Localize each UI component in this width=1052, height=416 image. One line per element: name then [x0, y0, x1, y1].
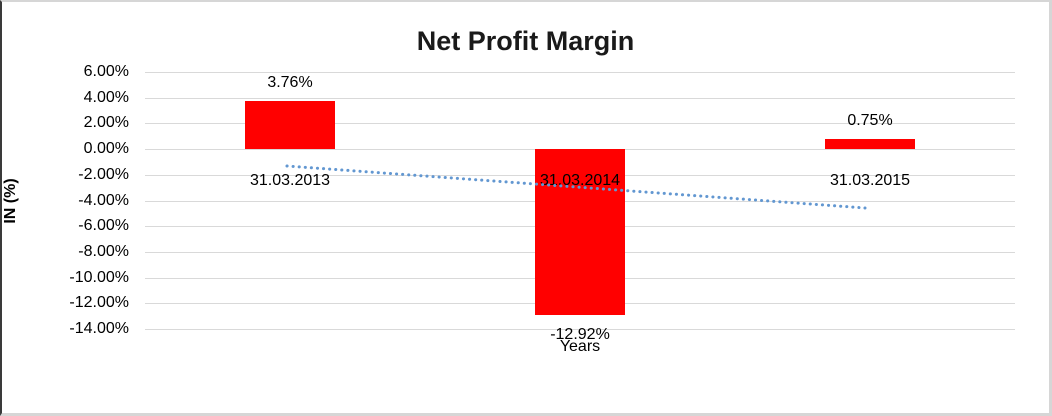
- y-tick-label: -12.00%: [69, 294, 129, 311]
- bar: [825, 139, 915, 149]
- bar-value-label: -12.92%: [550, 326, 610, 343]
- bar-value-label: 0.75%: [847, 112, 893, 129]
- chart-title: Net Profit Margin: [416, 26, 635, 56]
- gridline: [145, 98, 1015, 99]
- y-tick-label: 4.00%: [83, 89, 129, 106]
- gridline: [145, 123, 1015, 124]
- bar: [245, 101, 335, 149]
- y-tick-label: -4.00%: [78, 192, 129, 209]
- y-tick-label: 6.00%: [83, 63, 129, 80]
- y-tick-label: 2.00%: [83, 114, 129, 131]
- y-tick-label: -6.00%: [78, 217, 129, 234]
- y-tick-label: -14.00%: [69, 320, 129, 337]
- category-label: 31.03.2015: [829, 172, 911, 189]
- category-label: 31.03.2014: [539, 172, 621, 189]
- y-tick-label: -8.00%: [78, 243, 129, 260]
- category-label: 31.03.2013: [249, 172, 331, 189]
- y-tick-label: 0.00%: [83, 140, 129, 157]
- gridline: [145, 72, 1015, 73]
- gridline: [145, 329, 1015, 330]
- x-axis-title: Years: [559, 338, 601, 355]
- y-tick-label: -2.00%: [78, 166, 129, 183]
- bar-value-label: 3.76%: [267, 74, 313, 91]
- y-tick-label: -10.00%: [69, 269, 129, 286]
